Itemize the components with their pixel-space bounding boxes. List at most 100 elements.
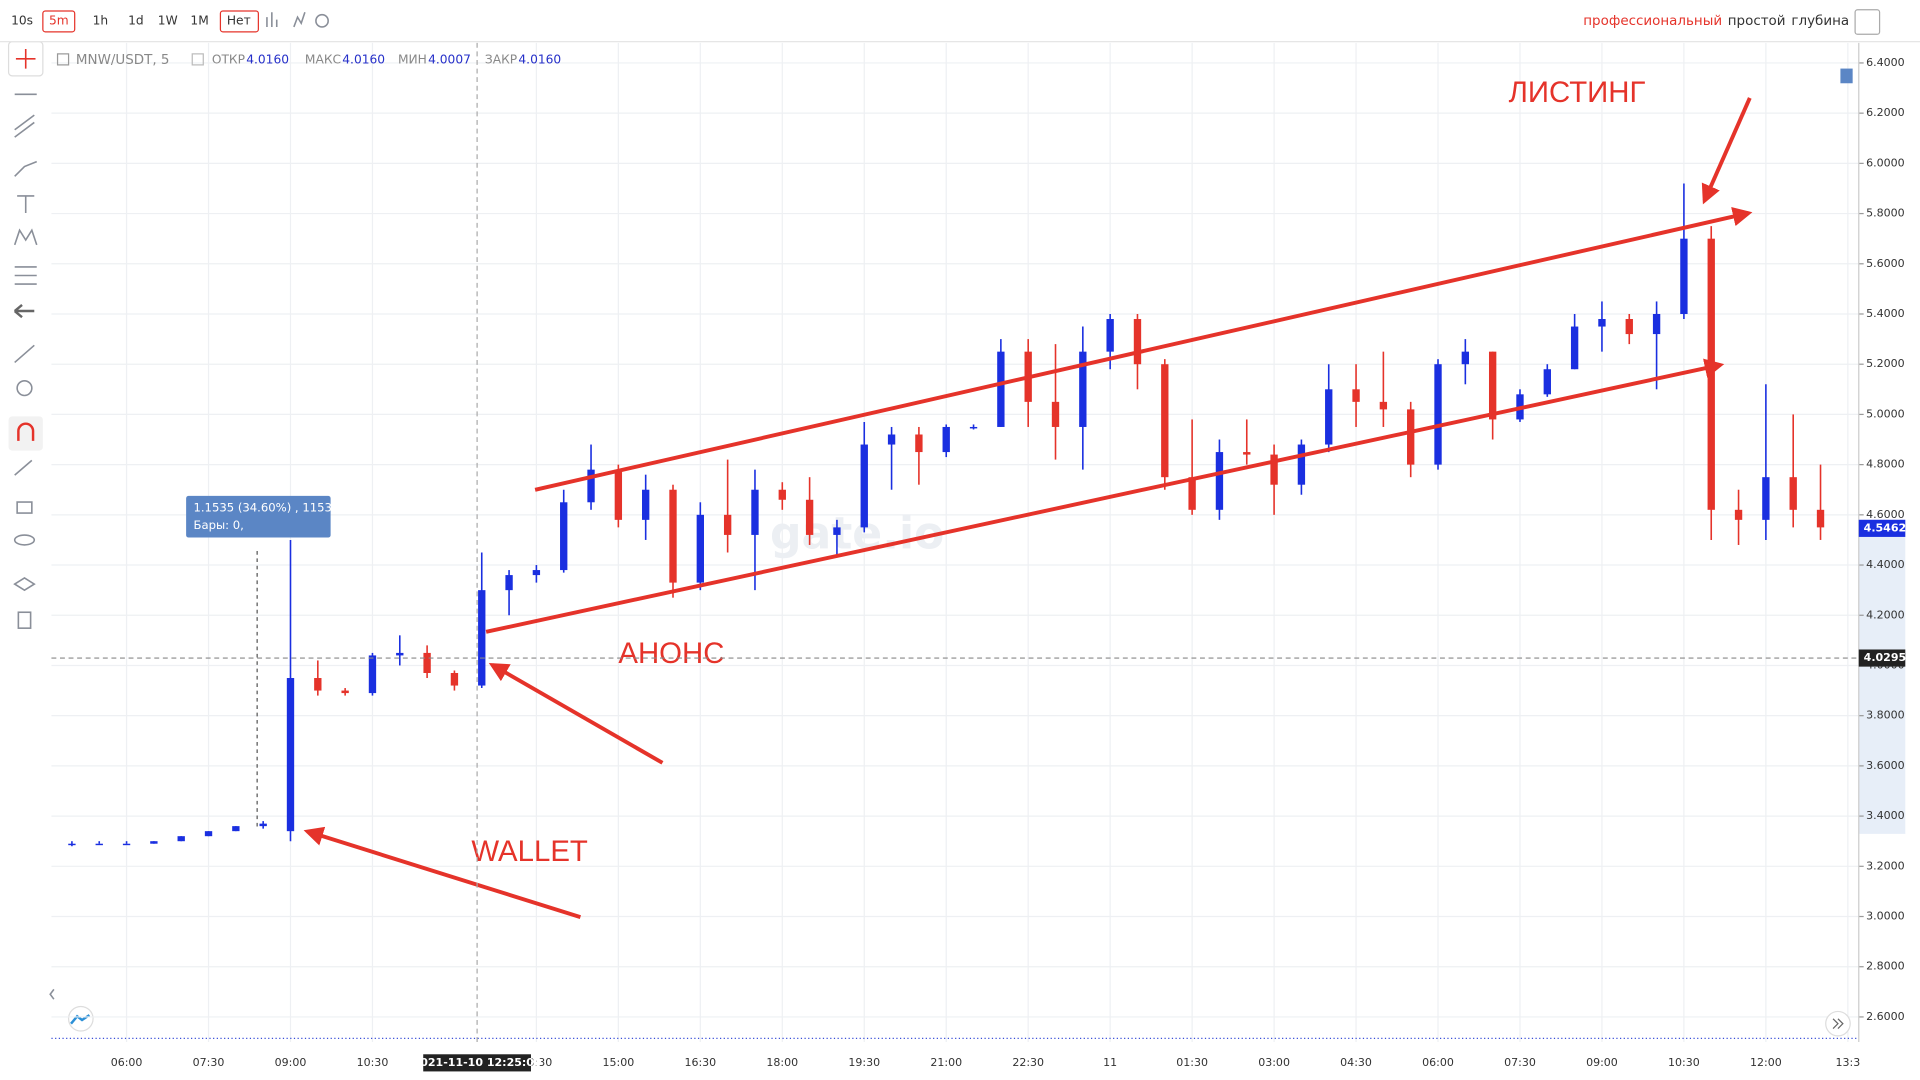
measure-text: Бары: 0, — [193, 518, 243, 532]
candle-body — [1652, 313, 1661, 335]
candle-body — [1188, 477, 1196, 510]
magnet-tool[interactable] — [8, 416, 43, 451]
lock-tool[interactable] — [16, 501, 33, 514]
y-tick-label: 4.8000 — [1866, 458, 1905, 471]
view-mode-button[interactable]: профессиональный — [1583, 14, 1722, 29]
crosshair-time-label: 2021-11-10 12:25:00 — [413, 1056, 542, 1069]
settings-button[interactable] — [315, 13, 329, 28]
interval-button[interactable]: 5m — [49, 13, 69, 27]
indicators-button[interactable] — [266, 12, 278, 27]
text-tool[interactable] — [17, 195, 35, 214]
legend-settings[interactable] — [191, 53, 204, 66]
x-tick-label: 06:00 — [111, 1056, 143, 1069]
axes: 2.6000 2.8000 3.0000 3.2000 3.4000 3.6000 3.80… — [51, 42, 1907, 1072]
candle-body — [1051, 401, 1060, 427]
measure-box — [186, 495, 331, 538]
fib-tool[interactable] — [14, 266, 37, 285]
candle-body — [887, 434, 896, 445]
zoom-tool[interactable] — [16, 380, 33, 397]
candle-body — [1379, 401, 1388, 410]
candle-body — [969, 426, 978, 429]
x-tick-label: 22:30 — [1012, 1056, 1044, 1069]
y-tick-label: 5.8000 — [1866, 207, 1905, 220]
candle-body — [204, 831, 213, 837]
fullscreen-button[interactable] — [1854, 9, 1881, 35]
candle-body — [778, 489, 786, 500]
candle-body — [1680, 238, 1688, 314]
candle-body — [478, 590, 486, 686]
crosshair-price-label: 4.0295 — [1864, 651, 1907, 664]
candle-body — [1106, 319, 1114, 352]
candle-body — [259, 823, 267, 827]
channel-tool[interactable] — [14, 114, 35, 138]
y-tick-label: 4.4000 — [1866, 558, 1905, 571]
interval-button[interactable]: 1h — [93, 13, 109, 27]
y-tick-label: 5.0000 — [1866, 407, 1905, 420]
x-tick-label: 04:30 — [1340, 1056, 1372, 1069]
channel-lower — [485, 358, 1725, 634]
interval-button[interactable]: 10s — [11, 13, 33, 27]
visibility-tool[interactable] — [13, 534, 36, 546]
measure-text: 1.1535 (34.60%) , 11535 — [193, 501, 339, 515]
delete-tool[interactable] — [17, 611, 32, 629]
crosshair-time-box — [423, 1054, 531, 1072]
top-toolbar: Нет 10s 5m 1h 1d 1W 1M профессиональный простой… — [0, 9, 1920, 84]
legend-label: МИН — [398, 53, 427, 67]
last-price-label: 4.5462 — [1864, 521, 1907, 534]
candle-body — [669, 489, 677, 583]
ruler-tool[interactable] — [14, 344, 35, 364]
candle-body — [177, 836, 185, 842]
legend-toggle[interactable] — [56, 53, 70, 66]
candle-body — [1570, 326, 1579, 370]
candle-body — [997, 351, 1005, 427]
y-tick-label: 2.6000 — [1866, 1010, 1905, 1023]
x-tick-label: 15:00 — [602, 1056, 634, 1069]
candle-body — [614, 469, 623, 520]
compare-button[interactable] — [293, 11, 306, 28]
view-mode-button[interactable]: простой — [1728, 14, 1786, 29]
symbol: MNW/USDT, 5 — [76, 53, 170, 68]
interval-button[interactable]: 1d — [128, 13, 144, 27]
interval-button[interactable]: 1W — [158, 13, 178, 27]
crosshair-price-box — [1858, 649, 1906, 667]
x-tick-label: 13:3 — [1835, 1056, 1860, 1069]
candle-body — [150, 841, 158, 844]
y-tick-label: 6.0000 — [1866, 156, 1905, 169]
layers-tool[interactable] — [13, 577, 36, 592]
annotation: ЛИСТИНГ — [1509, 76, 1646, 109]
candle-body — [286, 678, 295, 832]
last-price-box — [1858, 519, 1906, 537]
candle-body — [368, 655, 377, 694]
legend-label: ОТКР — [212, 53, 245, 67]
legend-value: 4.0160 — [518, 53, 561, 67]
x-tick-label: 09:00 — [275, 1056, 307, 1069]
y-tick-label: 4.2000 — [1866, 608, 1905, 621]
interval-button[interactable]: 1M — [190, 13, 208, 27]
brush-tool[interactable] — [14, 160, 38, 177]
x-tick-label: 21:00 — [930, 1056, 962, 1069]
user-drawings: ЛИСТИНГ АНОНС WALLET — [303, 76, 1753, 920]
collapse-toolbar[interactable] — [49, 988, 55, 1000]
candle-body — [95, 843, 103, 846]
chart-style-button[interactable]: Нет — [227, 13, 251, 27]
x-tick-label: 16:30 — [684, 1056, 716, 1069]
x-tick-label: 07:30 — [1504, 1056, 1536, 1069]
x-tick-label: 10:30 — [357, 1056, 389, 1069]
legend-value: 4.0160 — [246, 53, 289, 67]
lock-draw-tool[interactable] — [14, 459, 33, 476]
y-tick-label: 3.4000 — [1866, 809, 1905, 822]
back-tool[interactable] — [13, 303, 35, 319]
y-tick-label: 6.4000 — [1866, 56, 1905, 69]
view-mode-button[interactable]: глубина — [1791, 13, 1849, 29]
annotation: АНОНС — [618, 637, 724, 670]
logo-icon — [70, 1014, 91, 1025]
candle-body — [723, 514, 732, 535]
scale-toggle[interactable] — [1840, 68, 1853, 84]
pattern-tool[interactable] — [13, 228, 38, 246]
candle-body — [1325, 389, 1333, 445]
candle-body — [423, 652, 431, 673]
candle-body — [341, 690, 349, 694]
candle-body — [751, 489, 759, 535]
y-tick-label: 4.6000 — [1866, 508, 1905, 521]
